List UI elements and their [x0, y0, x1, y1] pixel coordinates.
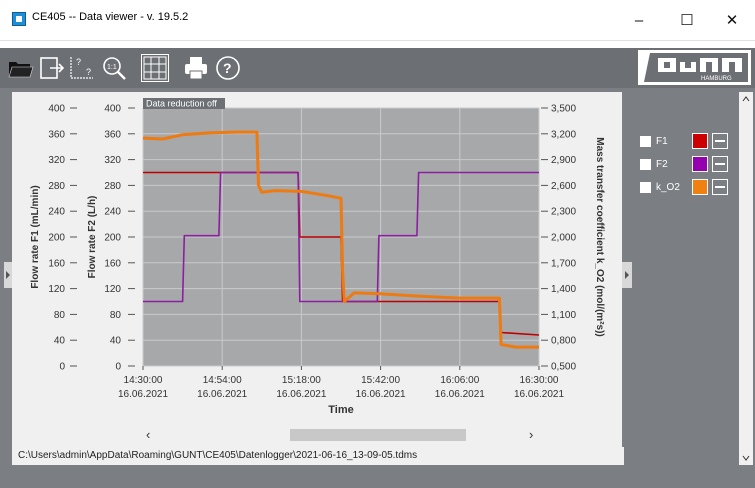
legend-line-style-f1[interactable] [712, 133, 728, 149]
legend-color-f2[interactable] [692, 156, 708, 172]
maximize-button[interactable]: ☐ [680, 12, 694, 29]
legend-color-ko2[interactable] [692, 179, 708, 195]
data-reduction-banner: Data reduction off [146, 99, 217, 109]
vertical-scrollbar[interactable] [739, 92, 753, 465]
f1-axis-tick-label: 80 [54, 310, 66, 321]
svg-text:?: ? [86, 67, 91, 77]
legend-label-ko2: k_O2 [656, 182, 680, 193]
ko2-axis-tick-label: 2,000 [551, 233, 576, 244]
f2-axis-tick-label: 280 [104, 181, 121, 192]
x-tick-label-date: 16.06.2021 [118, 389, 168, 400]
ko2-axis-tick-label: 3,500 [551, 104, 576, 115]
x-tick-label-time: 16:30:00 [520, 375, 559, 386]
scroll-left-arrow[interactable]: ‹ [146, 427, 151, 442]
series-line-f2 [143, 171, 539, 303]
ko2-axis-tick-label: 0,500 [551, 362, 576, 373]
f2-axis-tick-label: 40 [110, 336, 122, 347]
legend-color-f1[interactable] [692, 133, 708, 149]
ko2-axis-tick-label: 1,400 [551, 284, 576, 295]
f1-axis-tick-label: 40 [54, 336, 66, 347]
x-tick-label-date: 16.06.2021 [356, 389, 406, 400]
grid-icon[interactable] [141, 54, 169, 82]
legend-panel [632, 92, 750, 465]
left-panel-toggle[interactable] [4, 262, 12, 288]
f2-axis-tick-label: 320 [104, 155, 121, 166]
f2-axis-tick-label: 120 [104, 284, 121, 295]
zoom-icon[interactable]: 1:1 [100, 54, 128, 82]
title-bar: CE405 -- Data viewer - v. 19.5.2 – ☐ ✕ [0, 0, 755, 41]
series-line-ko2 [142, 130, 539, 349]
ko2-axis-tick-label: 1,700 [551, 258, 576, 269]
gunt-logo: HAMBURG [638, 50, 751, 85]
legend-label-f2: F2 [656, 159, 668, 170]
svg-text:?: ? [223, 60, 232, 76]
legend-line-style-f2[interactable] [712, 156, 728, 172]
ko2-axis-tick-label: 3,200 [551, 129, 576, 140]
app-icon [12, 12, 26, 26]
horizontal-scroll-thumb[interactable] [290, 429, 466, 441]
status-bar: C:\Users\admin\AppData\Roaming\GUNT\CE40… [12, 447, 624, 465]
close-button[interactable]: ✕ [725, 12, 739, 29]
legend-item-f2: F2 [640, 156, 740, 176]
legend-checkbox-f1[interactable] [640, 136, 651, 147]
f1-axis-tick-label: 360 [48, 129, 65, 140]
f1-axis-tick-label: 280 [48, 181, 65, 192]
legend-item-ko2: k_O2 [640, 179, 740, 199]
ko2-axis-tick-label: 2,300 [551, 207, 576, 218]
f2-axis-tick-label: 240 [104, 207, 121, 218]
open-folder-icon[interactable] [6, 54, 34, 82]
f1-axis-tick-label: 160 [48, 258, 65, 269]
window-title: CE405 -- Data viewer - v. 19.5.2 [32, 11, 189, 23]
legend-checkbox-f2[interactable] [640, 159, 651, 170]
ko2-axis-tick-label: 1,100 [551, 310, 576, 321]
toolbar: ?? 1:1 ? [0, 48, 755, 88]
ko2-axis-tick-label: 2,900 [551, 155, 576, 166]
export-icon[interactable] [38, 54, 66, 82]
legend-label-f1: F1 [656, 136, 668, 147]
legend-line-style-ko2[interactable] [712, 179, 728, 195]
f2-axis-tick-label: 400 [104, 104, 121, 115]
legend-checkbox-ko2[interactable] [640, 182, 651, 193]
f2-axis-tick-label: 0 [115, 362, 121, 373]
legend-item-f1: F1 [640, 133, 740, 153]
f1-axis-tick-label: 320 [48, 155, 65, 166]
x-tick-label-date: 16.06.2021 [276, 389, 326, 400]
logo-subtitle: HAMBURG [701, 76, 732, 82]
x-tick-label-time: 14:54:00 [203, 375, 242, 386]
svg-text:?: ? [76, 57, 81, 67]
x-tick-label-date: 16.06.2021 [514, 389, 564, 400]
help-icon[interactable]: ? [214, 54, 242, 82]
x-tick-label-time: 16:06:00 [440, 375, 479, 386]
f1-axis-label: Flow rate F1 (mL/min) [30, 185, 41, 288]
f2-axis-tick-label: 80 [110, 310, 122, 321]
f2-axis-tick-label: 160 [104, 258, 121, 269]
x-axis-label: Time [328, 404, 353, 416]
f2-axis-tick-label: 360 [104, 129, 121, 140]
f1-axis-tick-label: 200 [48, 233, 65, 244]
f1-axis-tick-label: 120 [48, 284, 65, 295]
f1-axis-tick-label: 0 [59, 362, 65, 373]
question-cursor-icon[interactable]: ?? [68, 54, 96, 82]
f1-axis-tick-label: 240 [48, 207, 65, 218]
x-tick-label-date: 16.06.2021 [435, 389, 485, 400]
print-icon[interactable] [182, 54, 210, 82]
right-panel-toggle[interactable] [622, 262, 632, 288]
f1-axis-tick-label: 400 [48, 104, 65, 115]
ko2-axis-label: Mass transfer coefficient k_O2 (mol/(m²s… [594, 137, 605, 337]
x-tick-label-time: 15:42:00 [361, 375, 400, 386]
file-path: C:\Users\admin\AppData\Roaming\GUNT\CE40… [18, 450, 418, 461]
f2-axis-label: Flow rate F2 (L/h) [87, 196, 98, 279]
scroll-right-arrow[interactable]: › [529, 427, 534, 442]
x-tick-label-time: 15:18:00 [282, 375, 321, 386]
ko2-axis-tick-label: 0,800 [551, 336, 576, 347]
x-tick-label-date: 16.06.2021 [197, 389, 247, 400]
x-tick-label-time: 14:30:00 [124, 375, 163, 386]
ko2-axis-tick-label: 2,600 [551, 181, 576, 192]
svg-text:1:1: 1:1 [107, 64, 117, 71]
minimize-button[interactable]: – [634, 11, 644, 29]
banner-background [143, 98, 225, 109]
f2-axis-tick-label: 200 [104, 233, 121, 244]
